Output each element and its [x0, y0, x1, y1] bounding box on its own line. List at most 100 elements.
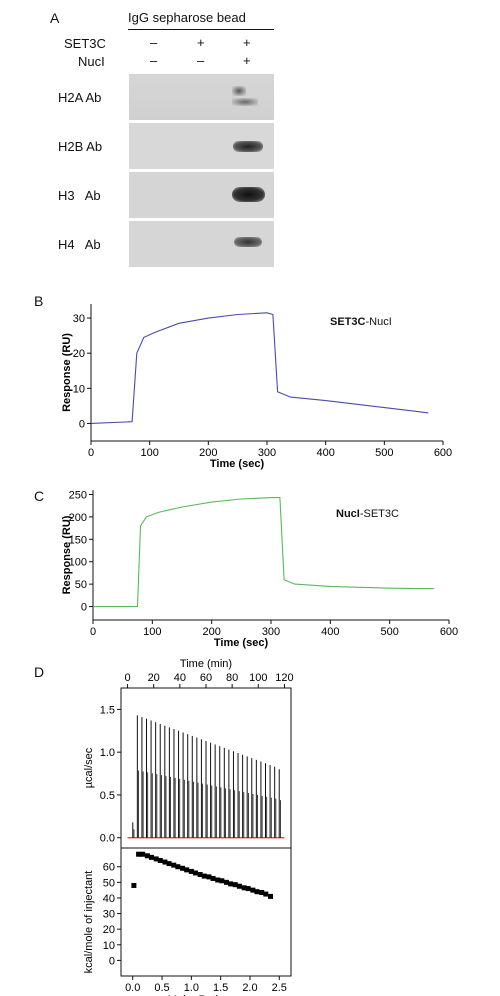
- panel-d-bottom-point: [206, 874, 212, 880]
- panel-b-y-tick-label: 0: [79, 418, 85, 430]
- panel-d-bottom-y-tick-label: 0: [109, 955, 115, 967]
- panel-b-x-tick-label: 500: [375, 447, 393, 459]
- panel-a-header-rule: [128, 29, 274, 30]
- panel-c-letter: C: [34, 488, 45, 504]
- panel-d-bottom-y-tick-label: 50: [103, 877, 115, 889]
- panel-c-x-tick-label: 100: [143, 626, 161, 638]
- panel-c-annotation-rest: -SET3C: [359, 508, 399, 520]
- panel-d-bottom-point: [210, 875, 216, 881]
- row-label-nuci: NucI: [78, 54, 105, 69]
- panel-c-x-tick-label: 600: [440, 626, 458, 638]
- panel-b-x-tick-label: 300: [258, 447, 276, 459]
- panel-d-bottom-point: [188, 868, 194, 874]
- panel-c-series-line: [93, 497, 435, 608]
- panel-d-bottom-point: [254, 889, 260, 895]
- panel-d-bottom-point: [131, 882, 137, 888]
- panel-d-bottom-point: [136, 851, 142, 857]
- panel-d-bottom-point: [245, 886, 251, 892]
- panel-d-bottom-point: [166, 861, 172, 867]
- panel-d-bottom-point: [192, 870, 198, 876]
- panel-d-bottom-y-tick-label: 20: [103, 924, 115, 936]
- panel-b-x-label: Time (sec): [210, 458, 265, 470]
- panel-d-top-x-tick-label: 20: [148, 672, 160, 684]
- panel-c-y-tick-label: 100: [69, 557, 87, 569]
- band-h4: [234, 237, 262, 247]
- panel-c-x-tick-label: 0: [90, 626, 96, 638]
- panel-d-bottom-y-tick-label: 60: [103, 862, 115, 874]
- panel-c-y-label: Response (RU): [61, 515, 73, 594]
- panel-d-bottom-point: [259, 889, 265, 895]
- panel-b-series-line: [90, 312, 429, 424]
- row-label-set3c: SET3C: [64, 36, 106, 51]
- panel-c-y-tick-label: 50: [75, 579, 87, 591]
- panel-d-bottom-point: [224, 879, 230, 885]
- panel-d-bottom-point: [219, 878, 225, 884]
- panel-d-bottom-point: [175, 864, 181, 870]
- panel-b-x-tick-label: 600: [434, 447, 452, 459]
- panel-a-letter: A: [50, 10, 60, 26]
- band-h2a-a: [232, 86, 246, 96]
- panel-b-letter: B: [34, 293, 44, 309]
- panel-d-bottom-y-label: kcal/mole of injectant: [83, 871, 95, 974]
- panel-c-y-tick-label: 200: [69, 512, 87, 524]
- panel-b-chart: 0 100 200 300 400 500 600 0 10 20 30 Time (sec) Resp…: [61, 304, 452, 470]
- panel-b-x-tick-label: 200: [199, 447, 217, 459]
- blot-h4: [129, 221, 274, 267]
- panel-d-bottom-y-tick-label: 30: [103, 909, 115, 921]
- panel-d-bottom-point: [267, 893, 273, 899]
- panel-d-bottom-x-tick-label: 0.0: [125, 982, 140, 994]
- panel-d-bottom-point: [250, 887, 256, 893]
- panel-c-y-tick-label: 0: [81, 602, 87, 614]
- panel-d-top-x-tick-label: 0: [124, 672, 130, 684]
- panel-d-bottom-point: [236, 883, 242, 889]
- blot-label-h4: H4 Ab: [58, 237, 101, 252]
- panel-d-bottom-point: [157, 857, 163, 863]
- sign-r2-c2: –: [197, 53, 205, 68]
- panel-d-top-y-label: µcal/sec: [83, 747, 95, 788]
- band-h2a-b: [232, 98, 258, 106]
- panel-d-bottom-x-label: Molar Ratio: [168, 994, 224, 996]
- panel-d-top-y-tick-label: 0.0: [100, 833, 115, 845]
- panel-c-x-tick-label: 500: [380, 626, 398, 638]
- panel-b-x-tick-label: 100: [140, 447, 158, 459]
- panel-d-top-y-tick-label: 0.5: [100, 790, 115, 802]
- panel-b-y-label: Response (RU): [61, 333, 73, 412]
- blot-h3: [129, 172, 274, 218]
- band-h2b: [233, 141, 263, 152]
- panel-d-bottom-x-tick-label: 1.0: [184, 982, 199, 994]
- panel-d-bottom-point: [215, 877, 221, 883]
- sign-r1-c3: +: [243, 35, 251, 50]
- panel-b-x-tick-label: 0: [88, 447, 94, 459]
- panel-d-top-x-tick-label: 80: [226, 672, 238, 684]
- sign-r1-c2: +: [197, 35, 205, 50]
- panel-d-top-y-tick-label: 1.5: [100, 704, 115, 716]
- panel-c-x-tick-label: 200: [202, 626, 220, 638]
- panel-d-top-x-tick-label: 100: [249, 672, 267, 684]
- panel-c-chart: 0 100 200 300 400 500 600 0 50 100 150 200 250 Time (…: [61, 489, 458, 649]
- panel-d-bottom-point: [148, 854, 154, 860]
- panel-d-bottom-point: [144, 853, 150, 859]
- panel-c-annotation: NucI-SET3C: [336, 508, 399, 520]
- panel-b-y-tick-label: 30: [73, 313, 85, 325]
- panel-d-bottom-point: [184, 867, 190, 873]
- panel-d-bottom-y-tick-label: 40: [103, 893, 115, 905]
- blot-label-h2a: H2A Ab: [58, 90, 102, 105]
- panel-d-bottom-point: [153, 856, 159, 862]
- panel-d-letter: D: [34, 664, 45, 680]
- blot-label-h3: H3 Ab: [58, 188, 101, 203]
- sign-r2-c3: +: [243, 53, 251, 68]
- panel-a-header: IgG sepharose bead: [128, 10, 246, 25]
- panel-c-y-tick-label: 150: [69, 534, 87, 546]
- panel-d-bottom-point: [241, 885, 247, 891]
- panel-d-bottom-x-tick-label: 1.5: [213, 982, 228, 994]
- panel-b-annotation-rest: -NucI: [365, 316, 392, 328]
- panel-d-top-x-tick-label: 120: [275, 672, 293, 684]
- panel-c-x-label: Time (sec): [214, 637, 269, 649]
- panel-c-x-tick-label: 400: [321, 626, 339, 638]
- panel-d-bottom-point: [162, 859, 168, 865]
- panel-d-bottom-point: [263, 891, 269, 897]
- panel-b-y-tick-label: 20: [73, 348, 85, 360]
- panel-d-bottom-x-tick-label: 0.5: [154, 982, 169, 994]
- panel-c-annotation-bold: NucI: [336, 508, 360, 520]
